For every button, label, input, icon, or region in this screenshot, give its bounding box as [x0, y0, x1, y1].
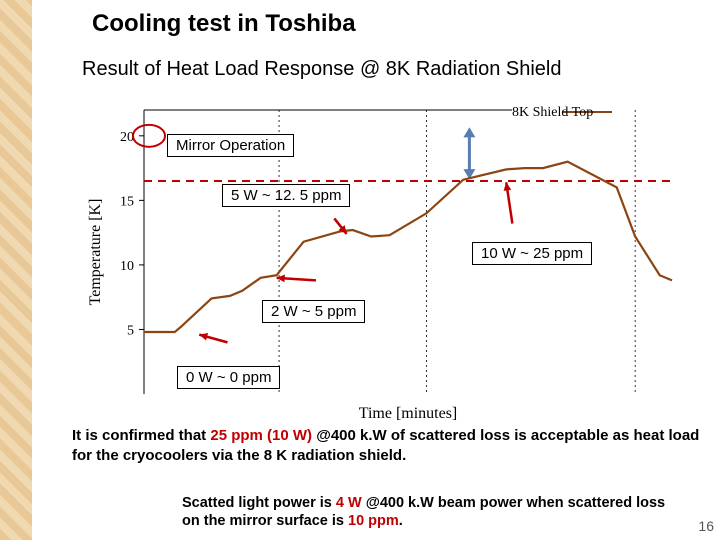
page-number: 16: [698, 518, 714, 534]
annotation-2w: 2 W ~ 5 ppm: [262, 300, 365, 323]
slide-subtitle: Result of Heat Load Response @ 8K Radiat…: [82, 58, 561, 81]
annotation-5w: 5 W ~ 12. 5 ppm: [222, 184, 350, 207]
svg-text:5: 5: [127, 323, 134, 338]
conclusion-highlight: 25 ppm (10 W): [210, 427, 312, 444]
footnote-text: Scatted light power is 4 W @400 k.W beam…: [182, 494, 680, 530]
conclusion-text: It is confirmed that 25 ppm (10 W) @400 …: [72, 426, 700, 465]
svg-text:20: 20: [120, 130, 134, 145]
annotation-mirror-operation: Mirror Operation: [167, 134, 294, 157]
footnote-p1: Scatted light power is: [182, 495, 336, 511]
slide-title: Cooling test in Toshiba: [92, 10, 356, 38]
annotation-10w: 10 W ~ 25 ppm: [472, 242, 592, 265]
footnote-hl1: 4 W: [336, 495, 362, 511]
svg-text:8K Shield Top: 8K Shield Top: [512, 105, 593, 120]
slide-content: Cooling test in Toshiba Result of Heat L…: [32, 0, 720, 540]
svg-text:15: 15: [120, 194, 134, 209]
svg-text:10: 10: [120, 259, 134, 274]
footnote-hl2: 10 ppm: [348, 513, 399, 529]
svg-text:Temperature [K]: Temperature [K]: [87, 199, 104, 306]
decorative-stripe: [0, 0, 32, 540]
conclusion-part1: It is confirmed that: [72, 427, 210, 444]
svg-text:Time [minutes]: Time [minutes]: [359, 405, 458, 422]
annotation-0w: 0 W ~ 0 ppm: [177, 366, 280, 389]
footnote-p3: .: [399, 513, 403, 529]
